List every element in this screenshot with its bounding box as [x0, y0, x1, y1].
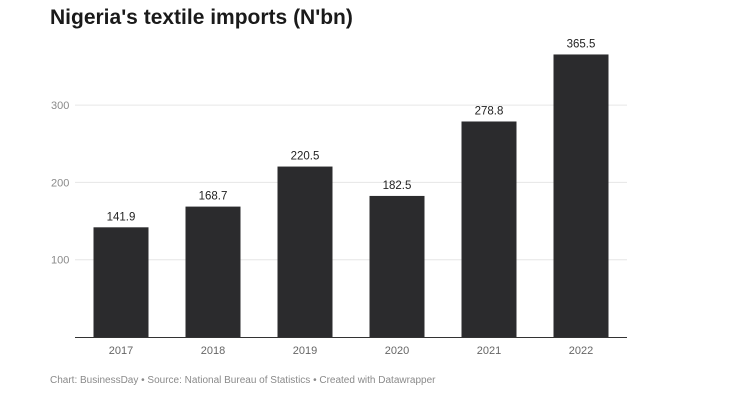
bar-2020	[369, 195, 425, 337]
x-tick-label: 2019	[293, 345, 317, 357]
y-tick-label: 300	[51, 100, 69, 112]
value-label: 182.5	[383, 180, 412, 192]
value-label: 365.5	[567, 38, 596, 50]
chart-footer: Chart: BusinessDay • Source: National Bu…	[50, 375, 436, 386]
value-label: 278.8	[475, 105, 504, 117]
gridlines	[75, 104, 627, 261]
bar-2018	[185, 206, 241, 337]
bar-2019	[277, 166, 333, 337]
y-tick-label: 200	[51, 177, 69, 189]
x-tick-label: 2021	[477, 345, 501, 357]
chart-title: Nigeria's textile imports (N'bn)	[50, 6, 353, 29]
value-label: 220.5	[291, 151, 320, 163]
value-label: 141.9	[107, 211, 136, 223]
y-axis-ticks: 100 200 300	[51, 100, 69, 267]
x-axis-ticks: 2017 2018 2019 2020 2021 2022	[109, 345, 593, 357]
bars	[93, 54, 609, 337]
x-tick-label: 2018	[201, 345, 225, 357]
x-tick-label: 2022	[569, 345, 593, 357]
y-tick-label: 100	[51, 255, 69, 267]
bar-2021	[461, 121, 517, 337]
bar-2022	[553, 54, 609, 337]
bar-2017	[93, 227, 149, 337]
x-tick-label: 2017	[109, 345, 133, 357]
value-labels: 141.9 168.7 220.5 182.5 278.8 365.5	[107, 38, 596, 223]
value-label: 168.7	[199, 191, 228, 203]
x-tick-label: 2020	[385, 345, 409, 357]
